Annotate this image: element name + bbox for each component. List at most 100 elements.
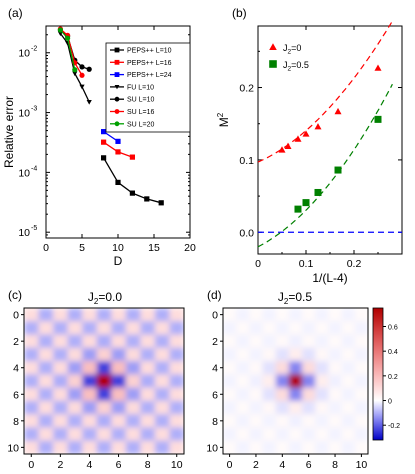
- heatmap-cell: [24, 387, 39, 402]
- legend-label: FU L=10: [127, 84, 154, 91]
- series-line: [59, 28, 83, 76]
- x-tick-label: 0: [28, 459, 34, 471]
- heatmap-cell: [53, 347, 68, 362]
- heatmap-cell: [67, 334, 83, 349]
- heatmap-cell: [275, 440, 290, 454]
- heatmap-cell: [315, 321, 329, 335]
- heatmap-cell: [154, 427, 170, 442]
- heatmap-cell: [24, 334, 39, 349]
- heatmap-cell: [354, 334, 368, 349]
- heatmap-cell: [154, 361, 170, 375]
- colorbar-tick-label: 0: [388, 399, 392, 406]
- y-tick-label: 0: [13, 310, 19, 322]
- heatmap-cell: [169, 374, 184, 388]
- y-tick-label: 6: [13, 389, 19, 401]
- heatmap-cell: [223, 414, 237, 428]
- heatmap-cell: [288, 374, 303, 388]
- heatmap-cell: [249, 334, 263, 349]
- heatmap-cell: [67, 347, 83, 362]
- heatmap-cell: [236, 347, 250, 362]
- data-point: [129, 190, 135, 196]
- data-point: [115, 179, 121, 186]
- x-axis-label: 1/(L-4): [312, 271, 347, 285]
- heatmap-cell: [169, 440, 184, 454]
- data-point: [72, 71, 78, 77]
- heatmap-cell: [111, 321, 127, 335]
- heatmap-cell: [53, 361, 68, 375]
- y-tick-exponent: -5: [31, 225, 37, 232]
- heatmap-cell: [96, 334, 112, 349]
- heatmap-cell: [111, 400, 127, 415]
- heatmap-cell: [38, 347, 54, 362]
- heatmap-cell: [24, 440, 39, 454]
- heatmap-cell: [328, 334, 342, 349]
- colorbar-tick-label: 0.4: [388, 349, 398, 356]
- heatmap-cell: [140, 400, 156, 415]
- heatmap-cell: [328, 400, 342, 415]
- heatmap-cell: [96, 414, 112, 428]
- heatmap-cell: [53, 400, 68, 415]
- heatmap-title: J2=0.0: [88, 290, 122, 306]
- heatmap-cell: [341, 347, 356, 362]
- heatmap-cell: [223, 334, 237, 349]
- heatmap-cell: [169, 334, 184, 349]
- heatmap-cell: [262, 400, 277, 415]
- heatmap-cell: [82, 440, 98, 454]
- heatmap-cell: [315, 414, 329, 428]
- heatmap-cell: [249, 400, 263, 415]
- y-tick-label: 10: [18, 48, 30, 60]
- heatmap-cell: [125, 414, 141, 428]
- heatmap-cell: [302, 361, 316, 375]
- heatmap-cell: [111, 374, 127, 388]
- heatmap-cell: [140, 321, 156, 335]
- heatmap-cell: [38, 374, 54, 388]
- legend-marker: [269, 60, 277, 68]
- heatmap-cell: [262, 347, 277, 362]
- heatmap-cell: [67, 374, 83, 388]
- legend-subscript: 2: [288, 66, 292, 73]
- heatmap-cell: [236, 374, 250, 388]
- panel-b: 0 0.1 0.20.00.10.21/(L-4)M2(b)J2=0J2=0.5: [216, 6, 403, 285]
- heatmap-cell: [125, 361, 141, 375]
- heatmap-cell: [169, 400, 184, 415]
- panel-d: 0 2 4 6 8 10 0 2 4 6 8 10 (d) J2=0.5: [206, 288, 369, 471]
- heatmap-cell: [67, 427, 83, 442]
- heatmap-cell: [223, 387, 237, 402]
- y-axis-label: M2: [216, 112, 231, 127]
- heatmap-cell: [67, 361, 83, 375]
- data-point: [314, 188, 322, 196]
- heatmap-cell: [140, 308, 156, 322]
- data-point: [79, 84, 85, 90]
- x-tick-label: 5: [79, 242, 85, 254]
- x-tick-label: 0: [43, 242, 49, 254]
- legend-value: =0: [291, 43, 301, 53]
- heatmap-cell: [302, 440, 316, 454]
- heatmap-cell: [111, 361, 127, 375]
- heatmap-cell: [341, 440, 356, 454]
- heatmap-cell: [262, 374, 277, 388]
- heatmap-cell: [341, 308, 356, 322]
- data-point: [129, 154, 135, 160]
- x-tick-label: 2: [253, 459, 259, 471]
- heatmap-cell: [288, 400, 303, 415]
- heatmap-cell: [169, 427, 184, 442]
- y-tick-label: 6: [212, 389, 218, 401]
- heatmap-cell: [341, 334, 356, 349]
- heatmap-cell: [315, 308, 329, 322]
- heatmap-cell: [262, 387, 277, 402]
- heatmap-cell: [302, 374, 316, 388]
- heatmap-cell: [140, 427, 156, 442]
- heatmap-cell: [125, 347, 141, 362]
- y-axis-label-superscript: 2: [216, 112, 225, 117]
- y-tick-label: 4: [212, 363, 218, 375]
- heatmap-cell: [302, 427, 316, 442]
- heatmap-cell: [140, 440, 156, 454]
- x-tick-label: 8: [145, 459, 151, 471]
- heatmap-cell: [302, 414, 316, 428]
- data-point: [115, 138, 121, 144]
- y-tick-label: 8: [212, 416, 218, 428]
- heatmap-cell: [328, 414, 342, 428]
- data-point: [57, 27, 64, 33]
- heatmap-cell: [275, 400, 290, 415]
